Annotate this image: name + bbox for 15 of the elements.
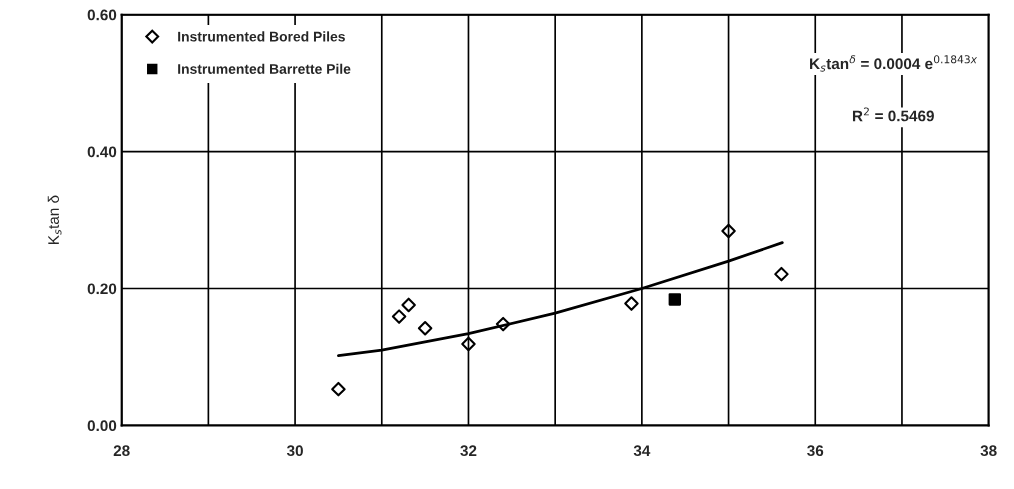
x-tick-label: 30 xyxy=(286,445,303,457)
annotation: K$_{s}$tan$^{δ}$ = 0.0004 e$^{0.1843x}$ xyxy=(810,55,978,72)
x-tick-label: 38 xyxy=(980,445,997,457)
y-tick-label: 0.60 xyxy=(87,9,117,21)
legend-label: Instrumented Barrette Pile xyxy=(178,63,351,74)
legend-label: Instrumented Bored Piles xyxy=(178,31,345,42)
x-tick-label: 34 xyxy=(633,445,651,457)
x-tick-label: 32 xyxy=(460,445,477,457)
y-axis-title: K$_{s}$tan δ xyxy=(47,195,62,245)
annotation: R$^{2}$ = 0.5469 xyxy=(852,107,934,122)
x-tick-label: 36 xyxy=(807,445,824,457)
x-tick-label: 28 xyxy=(113,445,130,457)
y-tick-label: 0.00 xyxy=(87,420,117,432)
y-tick-label: 0.20 xyxy=(87,283,117,295)
y-tick-label: 0.40 xyxy=(87,146,117,158)
